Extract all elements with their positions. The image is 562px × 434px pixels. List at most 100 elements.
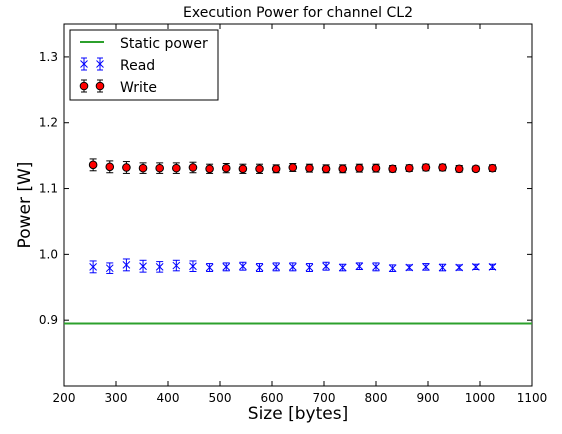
read-point <box>322 262 330 271</box>
legend-read-marker-stroke <box>96 60 104 68</box>
x-tick-label: 500 <box>209 391 232 405</box>
read-point-stroke <box>272 263 281 271</box>
read-point <box>372 263 380 271</box>
write-point <box>255 164 264 174</box>
y-tick-label: 1.0 <box>39 247 58 261</box>
write-point <box>238 164 248 174</box>
read-point-stroke <box>405 263 414 272</box>
write-point <box>105 162 115 172</box>
y-tick-label: 1.1 <box>39 182 58 196</box>
read-point-stroke <box>172 261 181 270</box>
x-tick-label: 400 <box>157 391 180 405</box>
write-point <box>305 163 314 173</box>
read-point-stroke <box>372 263 380 271</box>
y-axis-label: Power [W] <box>15 162 35 249</box>
write-point <box>388 164 397 174</box>
read-point <box>155 263 164 271</box>
write-point <box>371 163 381 173</box>
legend-write-swatch <box>79 79 105 93</box>
y-axis: 0.9 1.0 1.1 1.2 1.3 <box>39 50 532 327</box>
legend-static-label: Static power <box>120 36 208 52</box>
write-point <box>122 163 131 172</box>
read-point <box>471 263 480 271</box>
read-point-stroke <box>288 263 297 271</box>
read-point <box>122 261 131 269</box>
read-point <box>255 263 264 272</box>
y-tick-label: 0.9 <box>39 313 58 327</box>
x-axis: 200 300 400 500 600 700 800 900 1000 1100 <box>53 24 548 405</box>
write-point <box>88 160 98 170</box>
write-point <box>321 164 331 174</box>
x-tick-label: 200 <box>53 391 76 405</box>
x-tick-label: 300 <box>105 391 128 405</box>
read-point <box>222 263 231 271</box>
write-point <box>221 163 231 173</box>
write-point <box>338 164 348 174</box>
write-point <box>172 163 181 173</box>
write-point <box>421 163 431 172</box>
write-point <box>438 163 447 172</box>
read-point <box>205 263 214 272</box>
chart-title: Execution Power for channel CL2 <box>183 5 413 21</box>
read-point-stroke <box>355 262 364 271</box>
x-axis-label: Size [bytes] <box>248 404 348 424</box>
read-point <box>338 263 347 272</box>
read-point-stroke <box>471 263 480 271</box>
read-point <box>455 263 464 272</box>
read-point-stroke <box>139 262 147 271</box>
read-point-stroke <box>422 263 430 271</box>
read-point-stroke <box>89 263 97 271</box>
read-point-stroke <box>388 264 397 273</box>
legend-write-marker <box>79 81 89 91</box>
read-point-stroke <box>122 261 131 269</box>
legend-read-marker <box>96 60 104 68</box>
read-point <box>239 262 247 271</box>
write-point <box>138 163 148 173</box>
series-write <box>88 158 497 174</box>
read-point <box>105 264 114 273</box>
read-point-stroke <box>438 263 447 272</box>
read-point <box>288 263 297 271</box>
legend-read-label: Read <box>120 58 155 74</box>
read-point-stroke <box>222 263 231 271</box>
x-tick-label: 800 <box>365 391 388 405</box>
x-tick-label: 700 <box>313 391 336 405</box>
read-point-stroke <box>239 262 247 271</box>
write-point <box>488 163 497 173</box>
write-point <box>454 164 464 174</box>
legend-write-marker <box>95 81 105 91</box>
read-point-stroke <box>455 263 464 272</box>
read-point <box>139 262 147 271</box>
y-tick-label: 1.2 <box>39 116 58 130</box>
read-point <box>172 261 181 270</box>
legend-read-swatch <box>80 57 104 71</box>
read-point-stroke <box>255 263 264 272</box>
read-point <box>422 263 430 271</box>
read-point-stroke <box>305 263 314 272</box>
write-point <box>288 163 298 172</box>
legend-read-marker <box>80 60 88 68</box>
read-point <box>272 263 281 271</box>
y-tick-label: 1.3 <box>39 50 58 64</box>
read-point-stroke <box>105 264 114 273</box>
x-tick-label: 600 <box>261 391 284 405</box>
write-point <box>355 163 364 173</box>
series-read <box>89 258 497 274</box>
x-tick-label: 900 <box>417 391 440 405</box>
read-point-stroke <box>155 263 164 271</box>
write-point <box>155 163 164 173</box>
read-point <box>189 262 197 271</box>
read-point-stroke <box>488 263 497 271</box>
legend: Static power Read Write <box>69 29 219 101</box>
x-tick-label: 1100 <box>517 391 548 405</box>
read-point-stroke <box>338 263 347 272</box>
read-point-stroke <box>205 263 214 272</box>
legend-read-marker-stroke <box>80 60 88 68</box>
read-point <box>405 263 414 272</box>
x-tick-label: 1000 <box>465 391 496 405</box>
read-point <box>388 264 397 273</box>
write-point <box>205 164 214 174</box>
read-point <box>355 262 364 271</box>
